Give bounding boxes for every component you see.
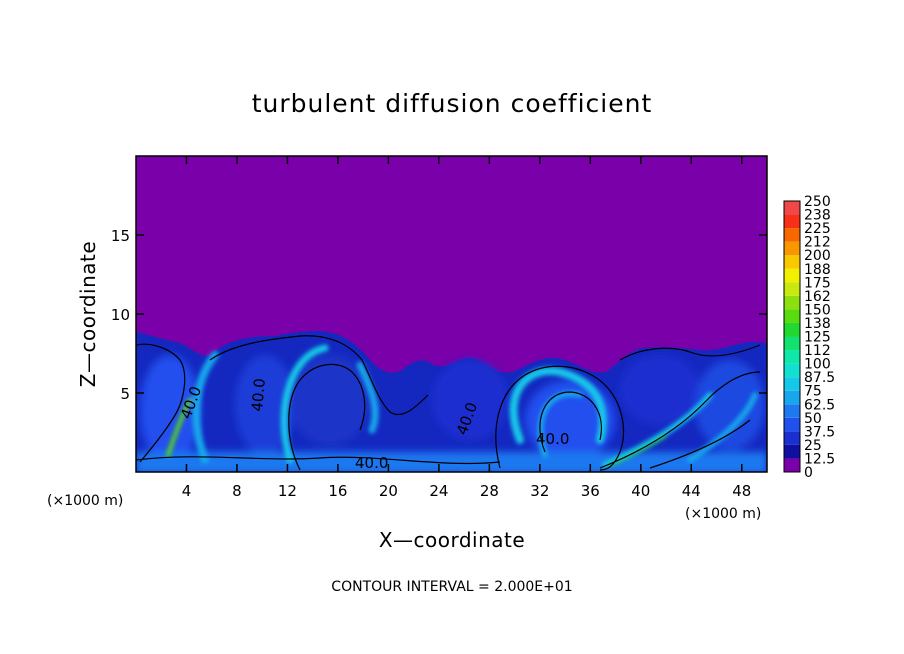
colorbar-swatch <box>784 377 800 391</box>
x-tick-label: 48 <box>732 482 751 500</box>
colorbar-label: 112 <box>804 343 831 359</box>
filament <box>602 392 713 468</box>
x-axis-title: X—coordinate <box>379 528 525 552</box>
eddy-patch <box>432 360 508 440</box>
colorbar-swatch <box>784 214 800 229</box>
contour-line <box>619 344 761 361</box>
y-tick-label: 5 <box>120 385 130 403</box>
colorbar-label: 238 <box>804 208 831 224</box>
contour-line <box>539 391 602 453</box>
filament <box>166 398 192 457</box>
colorbar-label: 37.5 <box>804 424 835 440</box>
filament <box>509 366 607 444</box>
eddy-patch <box>290 355 370 445</box>
colorbar-swatch <box>784 390 800 405</box>
colorbar-swatch <box>784 201 800 215</box>
x-axis: 4 8 12 16 20 24 28 32 36 40 44 48 <box>182 156 751 500</box>
colorbar-swatch <box>784 295 800 310</box>
x-tick-label: 24 <box>429 482 448 500</box>
colorbar-swatch <box>784 444 800 459</box>
colorbar-swatch <box>784 268 800 283</box>
filament <box>356 361 379 434</box>
colorbar-label: 0 <box>804 465 813 481</box>
colorbar-label: 75 <box>804 384 822 400</box>
filament <box>280 344 329 464</box>
x-tick-label: 8 <box>232 482 242 500</box>
colorbar-label: 12.5 <box>804 451 835 467</box>
x-tick-label: 32 <box>530 482 549 500</box>
x-tick-label: 20 <box>379 482 398 500</box>
x-tick-label: 28 <box>480 482 499 500</box>
colorbar-label: 200 <box>804 248 831 264</box>
x-tick-label: 40 <box>631 482 650 500</box>
contour-line <box>599 371 761 469</box>
filament <box>687 392 758 463</box>
contour-label: 40.0 <box>248 378 269 413</box>
eddy-patch <box>695 360 765 450</box>
eddy-patch <box>525 380 615 460</box>
colorbar-swatch <box>784 336 800 351</box>
colorbar-label: 175 <box>804 275 831 291</box>
contour-line <box>495 365 625 471</box>
colorbar-label: 162 <box>804 289 831 305</box>
contour-line <box>288 363 366 471</box>
x-unit-right: (×1000 m) <box>685 506 761 522</box>
x-tick-label: 36 <box>581 482 600 500</box>
contour-label: 40.0 <box>355 454 388 472</box>
colorbar-label: 125 <box>804 330 831 346</box>
colorbar-swatch <box>784 363 800 378</box>
colorbar: 012.52537.55062.57587.510011212513815016… <box>783 194 835 481</box>
y-tick-label: 15 <box>111 227 130 245</box>
x-tick-label: 44 <box>682 482 701 500</box>
colorbar-swatch <box>784 431 800 445</box>
contour-line <box>649 419 751 469</box>
colorbar-label: 138 <box>804 316 831 332</box>
colorbar-swatch <box>784 417 800 432</box>
colorbar-label: 188 <box>804 262 831 278</box>
x-tick-label: 12 <box>278 482 297 500</box>
contour-line <box>209 335 429 416</box>
colorbar-label: 25 <box>804 438 822 454</box>
eddy-patch <box>235 355 295 455</box>
contour-label: 40.0 <box>536 430 569 448</box>
colorbar-swatch <box>784 255 800 269</box>
colorbar-swatch <box>784 322 800 337</box>
y-axis: 5 10 15 <box>111 227 767 403</box>
colorbar-swatch <box>784 228 800 242</box>
x-unit-left: (×1000 m) <box>47 493 123 509</box>
y-axis-title: Z—coordinate <box>76 241 100 387</box>
colorbar-label: 100 <box>804 357 831 373</box>
contour-interval: CONTOUR INTERVAL = 2.000E+01 <box>331 579 572 595</box>
eddy-patch <box>620 355 700 425</box>
filament <box>192 351 219 464</box>
colorbar-label: 87.5 <box>804 370 835 386</box>
colorbar-label: 250 <box>804 194 831 210</box>
contour-line <box>136 456 501 465</box>
contour-line <box>136 343 186 463</box>
colorbar-label: 225 <box>804 221 831 237</box>
colorbar-label: 150 <box>804 302 831 318</box>
plot-area: 40.0 40.0 40.0 40.0 40.0 <box>136 156 767 472</box>
colorbar-frame <box>783 200 801 473</box>
colorbar-swatch <box>784 350 800 364</box>
colorbar-swatch <box>784 404 800 418</box>
x-tick-label: 4 <box>182 482 192 500</box>
colorbar-label: 62.5 <box>804 397 835 413</box>
colorbar-swatch <box>784 309 800 323</box>
colorbar-label: 50 <box>804 411 822 427</box>
colorbar-label: 212 <box>804 235 831 251</box>
colorbar-swatch <box>784 282 800 296</box>
y-tick-label: 10 <box>111 306 130 324</box>
colorbar-swatch <box>784 458 800 472</box>
x-tick-label: 16 <box>328 482 347 500</box>
chart-title: turbulent diffusion coefficient <box>252 89 653 118</box>
colorbar-swatch <box>784 241 800 256</box>
